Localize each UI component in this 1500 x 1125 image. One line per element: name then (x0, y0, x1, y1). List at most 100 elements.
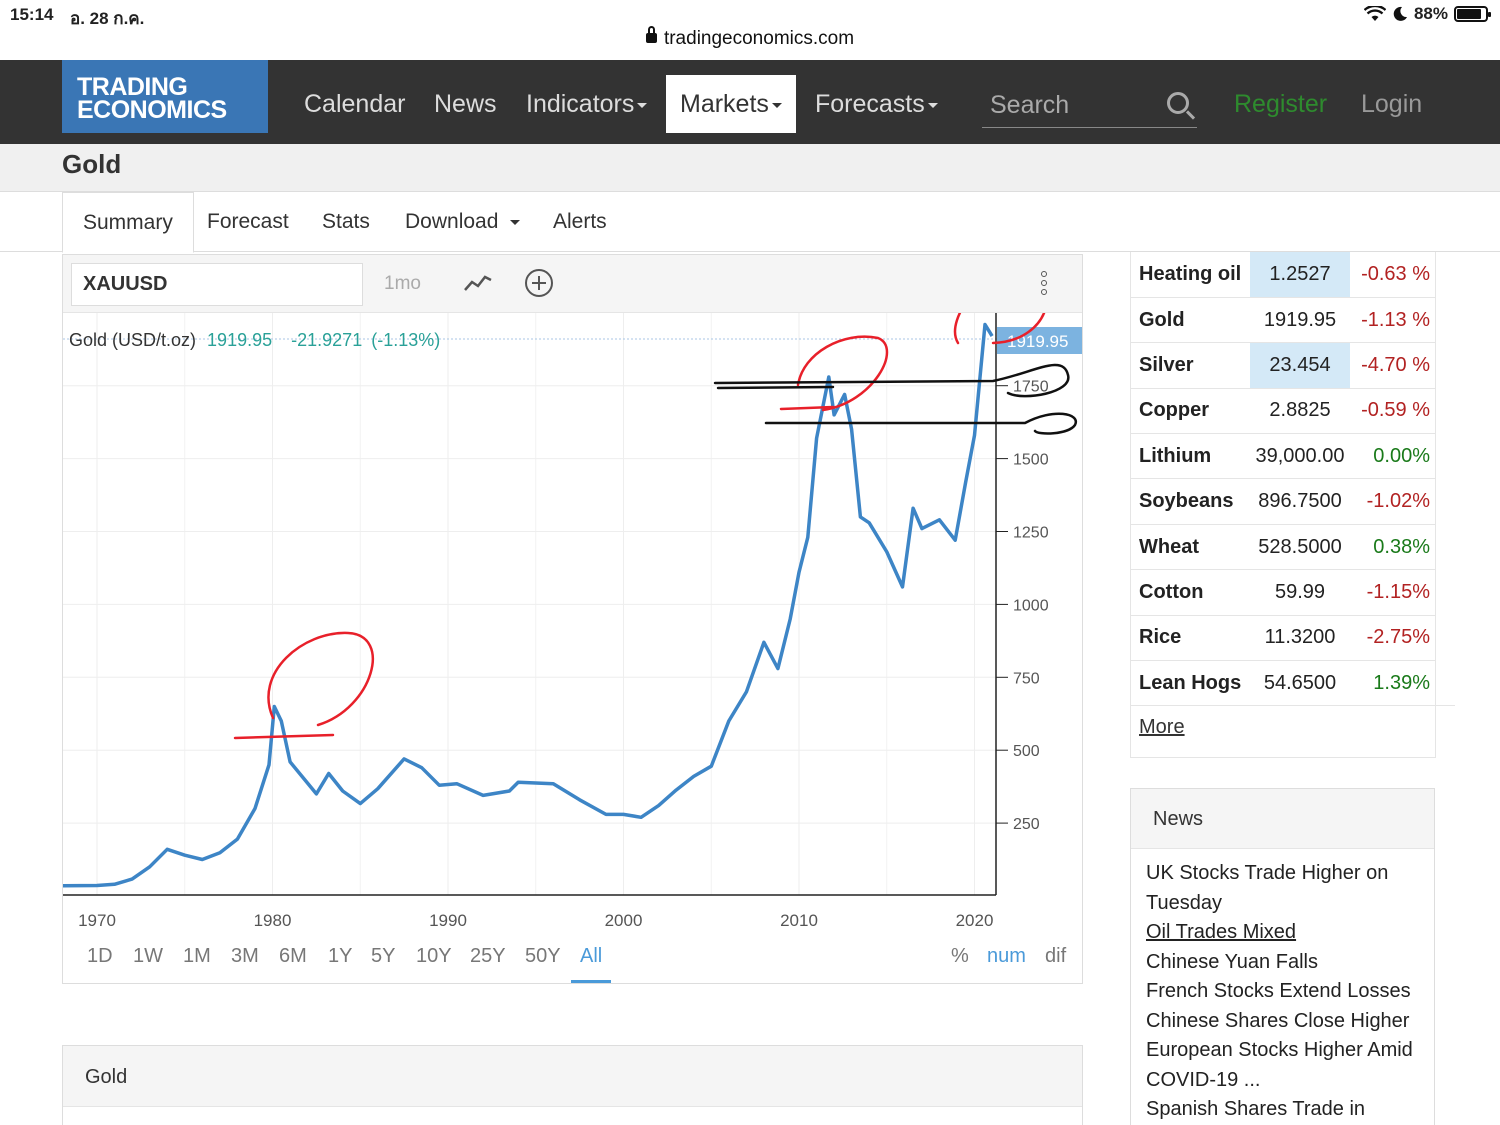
handwritten-annotations (233, 313, 1078, 740)
markets-table: Heating oil 1.2527 -0.63 % Gold 1919.95 -1.13… (1130, 252, 1436, 707)
unit-button-num[interactable]: num (987, 945, 1026, 967)
x-tick-label: 2000 (605, 911, 643, 930)
legend-series-name: Gold (USD/t.oz) (69, 330, 196, 350)
symbol-input[interactable] (71, 263, 363, 306)
market-price: 1.2527 (1250, 252, 1350, 298)
market-row[interactable]: Wheat 528.5000 0.38% (1130, 524, 1436, 571)
market-name[interactable]: Copper (1130, 388, 1250, 435)
gold-info-panel: Gold (62, 1045, 1083, 1125)
moon-icon (1393, 6, 1407, 21)
logo-line-1: TRADING (77, 73, 188, 101)
market-name[interactable]: Lithium (1130, 433, 1250, 480)
tab-download[interactable]: Download (405, 210, 521, 234)
line-chart-icon[interactable] (463, 272, 493, 294)
market-change: -0.59 % (1350, 388, 1436, 435)
login-link[interactable]: Login (1361, 90, 1423, 118)
market-name[interactable]: Rice (1130, 615, 1250, 662)
market-row[interactable]: Lithium 39,000.00 0.00% (1130, 433, 1436, 480)
nav-calendar[interactable]: Calendar (304, 90, 406, 118)
range-button-5y[interactable]: 5Y (371, 945, 396, 967)
market-change: -1.15% (1350, 569, 1436, 616)
y-tick-label: 1750 (1013, 379, 1049, 396)
chart-toolbar: 1mo (63, 255, 1082, 313)
chart-legend: Gold (USD/t.oz) 1919.95 -21.9271 (-1.13%… (69, 330, 440, 350)
news-item[interactable]: French Stocks Extend Losses (1146, 980, 1411, 1002)
search-icon[interactable] (1167, 92, 1189, 114)
range-button-1y[interactable]: 1Y (328, 945, 353, 967)
news-item[interactable]: UK Stocks Trade Higher on Tuesday (1146, 862, 1389, 914)
nav-indicators-label: Indicators (526, 90, 635, 118)
news-item[interactable]: Chinese Shares Close Higher (1146, 1009, 1410, 1032)
range-button-1w[interactable]: 1W (133, 945, 163, 967)
nav-news[interactable]: News (434, 90, 497, 118)
news-panel: News UK Stocks Trade Higher on Tuesday Oi… (1130, 788, 1435, 1125)
side-border (1130, 757, 1436, 758)
y-tick-label: 250 (1013, 816, 1040, 833)
tab-download-label: Download (405, 210, 499, 233)
chart-panel: 1mo 1970 1980 1990 2000 2010 2020 250 500 750 10… (62, 254, 1083, 984)
caret-down-icon (510, 219, 521, 225)
range-button-all[interactable]: All (571, 945, 612, 983)
market-name[interactable]: Cotton (1130, 569, 1250, 616)
market-row[interactable]: Rice 11.3200 -2.75% (1130, 615, 1436, 662)
market-row[interactable]: Lean Hogs 54.6500 1.39% (1130, 660, 1436, 707)
market-name[interactable]: Wheat (1130, 524, 1250, 571)
address-bar[interactable]: tradingeconomics.com (0, 26, 1500, 50)
range-button-50y[interactable]: 50Y (525, 945, 561, 967)
news-item[interactable]: Oil Trades Mixed (1146, 921, 1297, 943)
legend-last-value: 1919.95 (207, 330, 272, 350)
news-item[interactable]: Chinese Yuan Falls (1146, 950, 1318, 973)
register-link[interactable]: Register (1234, 90, 1328, 118)
market-row[interactable]: Heating oil 1.2527 -0.63 % (1130, 252, 1436, 298)
search-input[interactable] (982, 86, 1162, 124)
market-name[interactable]: Heating oil (1130, 252, 1250, 298)
interval-selector[interactable]: 1mo (384, 273, 421, 294)
range-button-25y[interactable]: 25Y (470, 945, 506, 967)
news-item[interactable]: European Stocks Higher Amid COVID-19 ... (1146, 1039, 1413, 1091)
market-price: 11.3200 (1250, 615, 1350, 662)
wifi-icon (1363, 6, 1386, 21)
tab-summary[interactable]: Summary (62, 192, 194, 253)
site-logo[interactable]: TRADING ECONOMICS (62, 60, 268, 133)
unit-button-dif[interactable]: dif (1045, 945, 1067, 967)
market-row[interactable]: Soybeans 896.7500 -1.02% (1130, 478, 1436, 525)
more-vertical-icon[interactable] (1041, 271, 1049, 299)
nav-forecasts[interactable]: Forecasts (815, 90, 938, 119)
market-price: 1919.95 (1250, 297, 1350, 344)
gold-price-chart[interactable]: 1970 1980 1990 2000 2010 2020 250 500 750 1000 12… (63, 313, 1082, 945)
market-row[interactable]: Cotton 59.99 -1.15% (1130, 569, 1436, 616)
nav-indicators[interactable]: Indicators (526, 90, 648, 119)
url-text: tradingeconomics.com (663, 28, 855, 49)
market-row[interactable]: Gold 1919.95 -1.13 % (1130, 297, 1436, 344)
more-markets-link[interactable]: More (1139, 716, 1185, 738)
tab-stats[interactable]: Stats (322, 210, 370, 233)
market-row[interactable]: Silver 23.454 -4.70 % (1130, 342, 1436, 389)
tab-alerts[interactable]: Alerts (553, 210, 607, 233)
range-button-3m[interactable]: 3M (231, 945, 259, 967)
market-name[interactable]: Silver (1130, 342, 1250, 389)
status-time: 15:14 (10, 5, 54, 24)
market-price: 59.99 (1250, 569, 1350, 616)
market-name[interactable]: Soybeans (1130, 478, 1250, 525)
range-button-10y[interactable]: 10Y (416, 945, 452, 967)
market-name[interactable]: Gold (1130, 297, 1250, 344)
status-date: อ. 28 ก.ค. (70, 9, 145, 28)
range-button-6m[interactable]: 6M (279, 945, 307, 967)
status-bar: 15:14 อ. 28 ก.ค. 88% tradingeconomics.co… (0, 0, 1500, 60)
add-series-icon[interactable] (525, 269, 553, 297)
caret-down-icon (771, 102, 782, 108)
market-change: 0.38% (1350, 524, 1436, 571)
search-box (982, 86, 1197, 128)
market-row[interactable]: Copper 2.8825 -0.59 % (1130, 388, 1436, 435)
status-indicators: 88% (1363, 4, 1491, 24)
nav-markets[interactable]: Markets (666, 75, 796, 133)
tab-forecast[interactable]: Forecast (207, 210, 289, 233)
x-tick-label: 2010 (780, 911, 818, 930)
market-name[interactable]: Lean Hogs (1130, 660, 1250, 707)
unit-button-percent[interactable]: % (951, 945, 969, 967)
market-change: -2.75% (1350, 615, 1436, 662)
range-button-1m[interactable]: 1M (183, 945, 211, 967)
range-button-1d[interactable]: 1D (87, 945, 113, 967)
market-change: -0.63 % (1350, 252, 1436, 298)
news-item[interactable]: Spanish Shares Trade in (1146, 1098, 1366, 1120)
